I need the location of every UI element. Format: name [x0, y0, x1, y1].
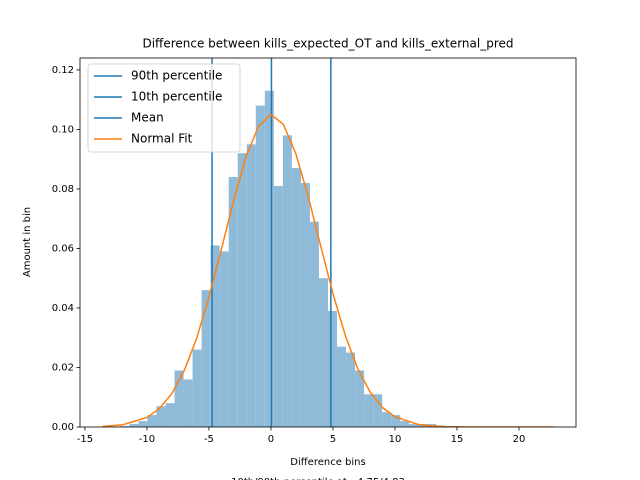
- bar: [355, 370, 365, 427]
- x-axis-label: Difference bins: [290, 457, 365, 468]
- bar: [237, 153, 247, 427]
- bar: [273, 185, 283, 427]
- bar: [183, 379, 193, 427]
- bar: [282, 135, 292, 427]
- y-tick-label: 0.08: [52, 184, 74, 195]
- bar: [309, 221, 319, 427]
- bar: [192, 349, 202, 427]
- footnote: 10th/90th percentile at: -4.75/4.83: [231, 477, 405, 480]
- bar: [318, 278, 328, 427]
- y-tick-label: 0.00: [52, 422, 74, 433]
- x-tick-label: 0: [268, 434, 274, 445]
- bar: [120, 426, 130, 427]
- axes-frame: [79, 57, 577, 428]
- bar: [129, 424, 139, 427]
- x-tick-label: -5: [204, 434, 214, 445]
- bar: [391, 415, 401, 427]
- x-tick-label: 20: [513, 434, 526, 445]
- bar: [255, 105, 265, 427]
- bar: [382, 412, 392, 427]
- x-tick-label: -15: [77, 434, 93, 445]
- bar: [300, 182, 310, 427]
- bar: [219, 251, 229, 427]
- bar: [337, 346, 347, 427]
- y-axis-label: Amount in bin: [22, 207, 33, 277]
- legend-label: Normal Fit: [131, 132, 193, 146]
- bar: [328, 310, 338, 427]
- bar: [156, 406, 166, 427]
- y-tick-label: 0.04: [52, 303, 74, 314]
- fit-line: [102, 113, 554, 427]
- x-tick-label: -10: [139, 434, 155, 445]
- plot-area: [102, 58, 554, 427]
- bar: [201, 290, 211, 427]
- bar: [138, 421, 148, 427]
- legend-box: [87, 63, 241, 153]
- y-tick-label: 0.06: [52, 243, 74, 254]
- y-tick-label: 0.12: [52, 65, 74, 76]
- bar: [246, 144, 256, 427]
- y-tick-label: 0.02: [52, 362, 74, 373]
- bar: [346, 352, 356, 427]
- bar: [291, 168, 301, 427]
- legend-label: Mean: [131, 111, 164, 125]
- bar: [364, 394, 374, 427]
- bar: [373, 394, 383, 427]
- legend-label: 90th percentile: [131, 69, 222, 83]
- bar: [174, 370, 184, 427]
- bar: [165, 403, 175, 427]
- legend-label: 10th percentile: [131, 90, 222, 104]
- bar: [409, 424, 419, 427]
- bar: [147, 415, 157, 427]
- x-tick-label: 15: [451, 434, 464, 445]
- bar: [400, 421, 410, 427]
- bar: [228, 177, 238, 427]
- y-tick-label: 0.10: [52, 124, 74, 135]
- x-tick-label: 10: [389, 434, 402, 445]
- bar: [210, 245, 220, 427]
- bar: [264, 90, 274, 427]
- x-tick-label: 5: [330, 434, 336, 445]
- chart-title: Difference between kills_expected_OT and…: [142, 37, 513, 51]
